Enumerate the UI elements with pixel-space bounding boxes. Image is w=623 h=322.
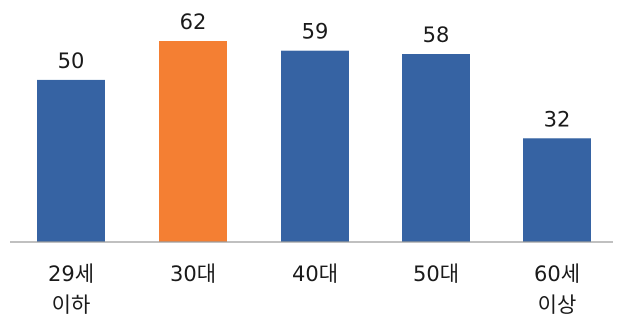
x-tick-label-4-line-1: 이상 [538, 293, 577, 317]
data-label-4: 32 [544, 107, 571, 131]
bar-0 [37, 79, 105, 243]
x-tick-label-4-line-0: 60세 [534, 262, 580, 286]
bar-3 [402, 54, 470, 242]
data-label-3: 58 [423, 23, 450, 47]
x-tick-label-2-line-0: 40대 [292, 262, 338, 286]
x-tick-label-0-line-1: 이하 [52, 293, 91, 317]
data-label-1: 62 [180, 10, 207, 34]
data-label-0: 50 [58, 49, 85, 73]
bars-layer [37, 41, 591, 243]
data-label-2: 59 [302, 20, 329, 44]
x-tick-label-3-line-0: 50대 [413, 262, 459, 286]
bar-2 [281, 50, 349, 243]
bar-1 [159, 41, 227, 242]
x-tick-label-0-line-0: 29세 [48, 262, 94, 286]
bar-4 [523, 138, 591, 242]
x-tick-label-1-line-0: 30대 [170, 262, 216, 286]
